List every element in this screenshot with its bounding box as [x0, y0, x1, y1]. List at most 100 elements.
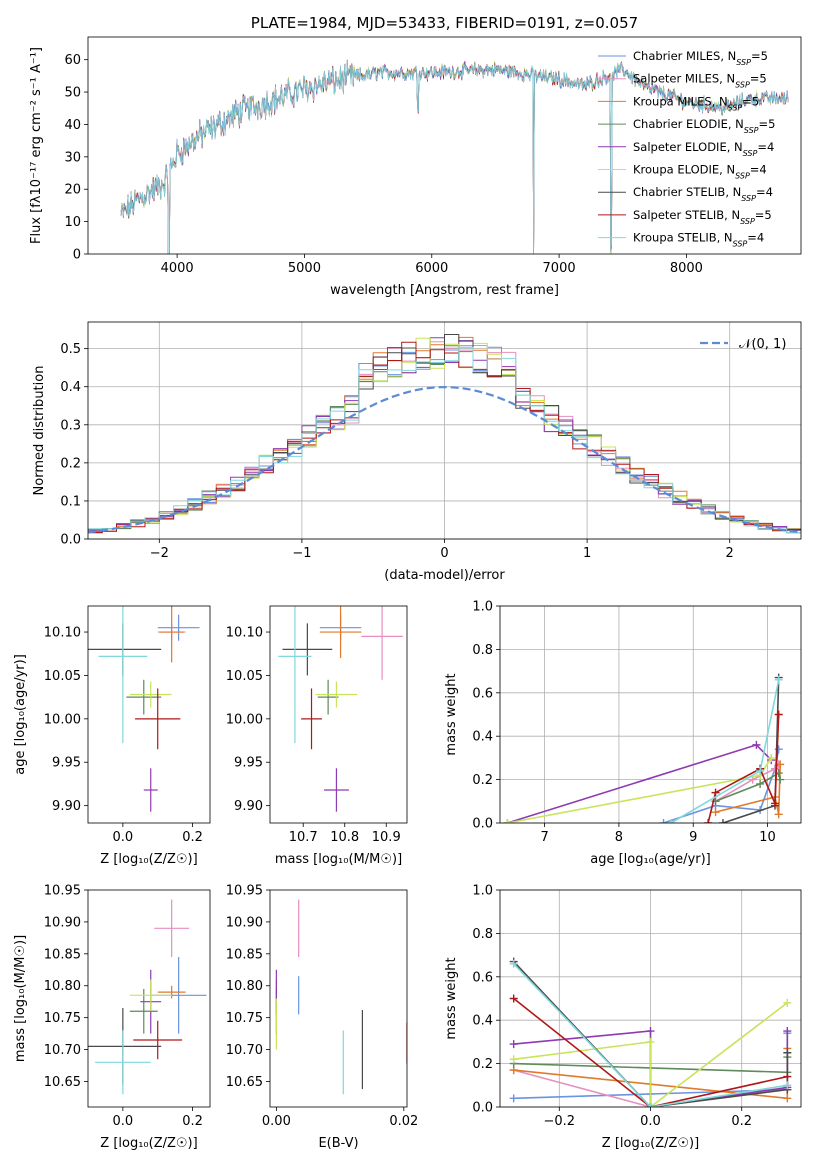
x-tick-label: −0.2 — [543, 1114, 575, 1129]
x-axis-label: mass [log₁₀(M/M☉)] — [275, 852, 402, 867]
legend-sub: SSP — [735, 171, 750, 180]
x-tick-label: 0.02 — [389, 1114, 418, 1129]
x-tick-label: 4000 — [161, 261, 194, 276]
y-tick-label: 10.10 — [226, 626, 263, 641]
legend-text: Salpeter STELIB, N — [633, 208, 740, 222]
histogram-step — [88, 347, 801, 534]
legend-label: Salpeter ELODIE, NSSP=4 — [633, 140, 774, 158]
plot-content — [88, 606, 200, 812]
y-tick-label: 0.6 — [472, 970, 493, 985]
legend-label: Chabrier ELODIE, NSSP=5 — [633, 117, 775, 135]
mass-weight-marker — [718, 819, 727, 823]
y-tick-label: 10.85 — [44, 947, 81, 962]
y-tick-label: 10.05 — [44, 669, 81, 684]
mass-weight-marker — [646, 1103, 655, 1107]
mass-weight-marker — [783, 1081, 792, 1090]
x-axis-label: age [log₁₀(age/yr)] — [590, 852, 711, 867]
y-tick-label: 40 — [64, 118, 81, 133]
legend-text: Chabrier ELODIE, N — [633, 117, 744, 131]
legend-label: Kroupa MILES, NSSP=5 — [633, 94, 759, 112]
legend-sub: SSP — [741, 194, 756, 203]
mass-vs-extinction-panel: 0.00 0.02 10.65 10.70 10.75 10.80 10.85 10.90 10… — [226, 884, 419, 1152]
y-tick-label: 0.8 — [472, 927, 493, 942]
x-axis-label: wavelength [Angstrom, rest frame] — [330, 283, 559, 298]
plot-content — [275, 899, 407, 1095]
y-tick-label: 0.0 — [60, 533, 81, 548]
histogram-panel: −2 −1 0 1 2 0.0 0.1 0.2 0.3 0.4 0.5 (data-model)/er… — [32, 321, 802, 583]
plot-content — [120, 59, 789, 254]
legend-label: Chabrier MILES, NSSP=5 — [633, 49, 768, 67]
axes-frame — [87, 36, 802, 255]
y-tick-label: 0.4 — [472, 730, 493, 745]
y-tick-label: 30 — [64, 150, 81, 165]
mass-weight-marker — [509, 1055, 518, 1064]
y-tick-label: 10.95 — [226, 884, 263, 899]
gaussian-curve — [88, 385, 801, 534]
y-tick-label: 20 — [64, 183, 81, 198]
x-axis-label: Z [log₁₀(Z/Z☉)] — [602, 1136, 699, 1151]
legend-text: Salpeter ELODIE, N — [633, 140, 743, 154]
y-tick-label: 10 — [64, 215, 81, 230]
y-tick-label: 0.6 — [472, 686, 493, 701]
mass-weight-marker — [776, 760, 785, 769]
legend-label: Kroupa ELODIE, NSSP=4 — [633, 163, 767, 181]
mass-weight-marker — [783, 1072, 792, 1081]
legend-text: Chabrier MILES, N — [633, 49, 736, 63]
y-tick-label: 1.0 — [472, 884, 493, 899]
mass-weight-marker — [509, 1040, 518, 1049]
plot-content — [503, 673, 785, 823]
y-tick-label: 10.75 — [44, 1011, 81, 1026]
y-tick-label: 0.2 — [60, 456, 81, 471]
legend-text: Salpeter MILES, N — [633, 72, 735, 86]
legend-text: Kroupa MILES, N — [633, 94, 728, 108]
axes-frame — [87, 605, 211, 824]
mass-weight-line — [513, 963, 788, 1107]
mass-vs-metallicity-panel: 0.0 0.2 10.65 10.70 10.75 10.80 10.85 10.90 10.9… — [13, 884, 211, 1151]
legend-sub: SSP — [744, 126, 759, 135]
x-tick-label: 7 — [540, 830, 548, 845]
y-tick-label: 0.5 — [60, 342, 81, 357]
x-tick-label: 0.2 — [182, 1114, 203, 1129]
mass-weight-marker — [752, 740, 761, 749]
y-tick-label: 0.4 — [472, 1014, 493, 1029]
mass-weight-marker — [509, 994, 518, 1003]
x-tick-label: 8 — [615, 830, 623, 845]
x-tick-label: 10.8 — [330, 830, 359, 845]
mass-weight-marker — [646, 1037, 655, 1046]
mass-weight-marker — [509, 1094, 518, 1103]
y-axis-label: mass [log₁₀(M/M☉)] — [13, 935, 28, 1062]
y-tick-label: 10.90 — [226, 915, 263, 930]
legend-text: =4 — [750, 163, 767, 177]
x-tick-label: 10.7 — [289, 830, 318, 845]
x-tick-label: 0.0 — [640, 1114, 661, 1129]
mass-weight-line — [722, 677, 780, 823]
y-tick-label: 10.85 — [226, 947, 263, 962]
axes-frame — [269, 889, 408, 1108]
age-vs-metallicity-panel: 0.0 0.2 9.90 9.95 10.00 10.05 10.10 Z [log₁₀(Z/… — [13, 605, 211, 867]
mass-weight-marker — [774, 710, 783, 719]
mass-weight-marker — [783, 1094, 792, 1103]
mass-weight-marker — [509, 959, 518, 968]
y-axis-label: Normed distribution — [32, 366, 47, 496]
plot-content — [509, 957, 792, 1107]
mass-weight-marker — [756, 779, 765, 788]
x-axis-label: (data-model)/error — [384, 568, 505, 583]
axes-frame — [269, 605, 408, 824]
x-axis-label: E(B-V) — [318, 1136, 358, 1151]
y-tick-label: 10.90 — [44, 915, 81, 930]
mass-weight-marker — [756, 766, 765, 775]
mass-weight-vs-age-panel: 7 8 9 10 0.0 0.2 0.4 0.6 0.8 1.0 age [log₁₀(age/yr… — [444, 600, 802, 867]
x-tick-label: 7000 — [543, 261, 576, 276]
mass-weight-line — [507, 757, 772, 823]
x-tick-label: 0.2 — [182, 830, 203, 845]
legend-text: Chabrier STELIB, N — [633, 185, 741, 199]
plot-content — [88, 334, 801, 534]
y-tick-label: 9.95 — [234, 756, 263, 771]
y-tick-label: 0.2 — [472, 773, 493, 788]
legend-sub: SSP — [740, 216, 755, 225]
age-vs-mass-panel: 10.7 10.8 10.9 9.90 9.95 10.00 10.05 10.10 mass … — [226, 605, 408, 867]
legend-label: 𝒩(0, 1) — [739, 337, 786, 352]
legend-label: Kroupa STELIB, NSSP=4 — [633, 231, 764, 249]
legend-sub: SSP — [735, 80, 750, 89]
